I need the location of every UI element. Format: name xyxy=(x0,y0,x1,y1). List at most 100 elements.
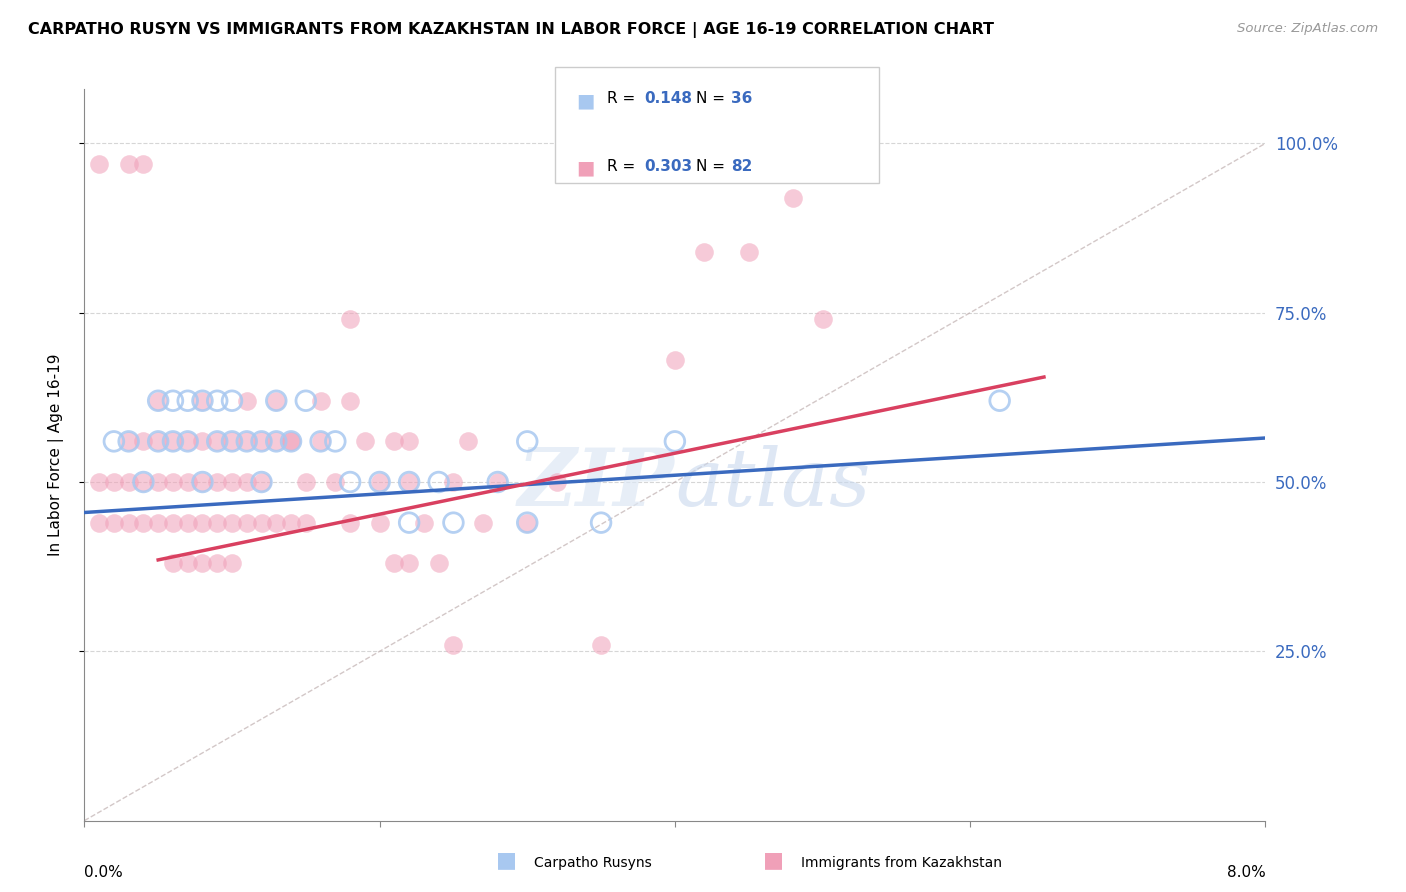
Point xyxy=(323,434,347,449)
Point xyxy=(191,475,214,489)
Point xyxy=(162,516,184,530)
Point xyxy=(221,516,243,530)
Point xyxy=(280,434,302,449)
Point xyxy=(118,157,141,171)
Point xyxy=(132,475,155,489)
Point xyxy=(250,475,273,489)
Point xyxy=(236,475,259,489)
Y-axis label: In Labor Force | Age 16-19: In Labor Force | Age 16-19 xyxy=(48,353,63,557)
Point xyxy=(664,434,686,449)
Point xyxy=(546,475,568,489)
Point xyxy=(236,434,259,449)
Point xyxy=(368,475,391,489)
Point xyxy=(132,475,155,489)
Text: N =: N = xyxy=(696,159,730,174)
Point xyxy=(191,393,214,408)
Point xyxy=(516,516,538,530)
Point xyxy=(591,638,613,652)
Point xyxy=(457,434,479,449)
Point xyxy=(191,434,214,449)
Point xyxy=(264,516,288,530)
Text: 82: 82 xyxy=(731,159,752,174)
Text: 0.148: 0.148 xyxy=(644,91,692,106)
Text: 36: 36 xyxy=(731,91,752,106)
Text: atlas: atlas xyxy=(675,445,870,523)
Point xyxy=(280,434,302,449)
Point xyxy=(382,556,406,570)
Point xyxy=(221,556,243,570)
Point xyxy=(264,393,288,408)
Point xyxy=(221,393,243,408)
Point xyxy=(205,434,228,449)
Point xyxy=(162,434,184,449)
Text: Carpatho Rusyns: Carpatho Rusyns xyxy=(534,855,652,870)
Point xyxy=(280,434,302,449)
Point xyxy=(295,516,318,530)
Point xyxy=(177,516,200,530)
Point xyxy=(398,516,420,530)
Point xyxy=(486,475,509,489)
Point xyxy=(250,516,273,530)
Point xyxy=(177,393,200,408)
Point xyxy=(427,556,450,570)
Point xyxy=(162,393,184,408)
Point xyxy=(413,516,436,530)
Point xyxy=(516,516,538,530)
Point xyxy=(177,434,200,449)
Text: CARPATHO RUSYN VS IMMIGRANTS FROM KAZAKHSTAN IN LABOR FORCE | AGE 16-19 CORRELAT: CARPATHO RUSYN VS IMMIGRANTS FROM KAZAKH… xyxy=(28,22,994,38)
Point xyxy=(398,434,420,449)
Point xyxy=(443,516,465,530)
Point xyxy=(295,475,318,489)
Point xyxy=(323,475,347,489)
Point xyxy=(191,393,214,408)
Point xyxy=(988,393,1011,408)
Text: 0.0%: 0.0% xyxy=(84,864,124,880)
Point xyxy=(250,475,273,489)
Point xyxy=(148,434,170,449)
Point xyxy=(148,393,170,408)
Point xyxy=(264,434,288,449)
Point xyxy=(205,516,228,530)
Point xyxy=(264,434,288,449)
Point xyxy=(191,516,214,530)
Point xyxy=(309,393,332,408)
Point xyxy=(443,475,465,489)
Point xyxy=(737,244,759,259)
Text: 8.0%: 8.0% xyxy=(1226,864,1265,880)
Text: N =: N = xyxy=(696,91,730,106)
Point xyxy=(191,475,214,489)
Point xyxy=(118,434,141,449)
Text: Immigrants from Kazakhstan: Immigrants from Kazakhstan xyxy=(801,855,1002,870)
Point xyxy=(427,475,450,489)
Point xyxy=(118,434,141,449)
Point xyxy=(811,312,834,326)
Text: R =: R = xyxy=(607,159,641,174)
Point xyxy=(591,516,613,530)
Point xyxy=(354,434,377,449)
Point xyxy=(118,516,141,530)
Point xyxy=(250,434,273,449)
Point xyxy=(264,393,288,408)
Point xyxy=(162,434,184,449)
Point xyxy=(177,556,200,570)
Text: ■: ■ xyxy=(576,91,595,110)
Point xyxy=(309,434,332,449)
Point xyxy=(295,393,318,408)
Point xyxy=(443,638,465,652)
Point xyxy=(89,475,111,489)
Point xyxy=(132,157,155,171)
Point xyxy=(368,516,391,530)
Point xyxy=(103,516,125,530)
Point xyxy=(339,312,361,326)
Text: ZIP: ZIP xyxy=(517,445,675,523)
Point xyxy=(162,475,184,489)
Point xyxy=(309,434,332,449)
Point xyxy=(191,556,214,570)
Point xyxy=(382,434,406,449)
Point xyxy=(205,393,228,408)
Point xyxy=(398,556,420,570)
Point xyxy=(339,393,361,408)
Point xyxy=(132,434,155,449)
Point xyxy=(398,475,420,489)
Point xyxy=(236,516,259,530)
